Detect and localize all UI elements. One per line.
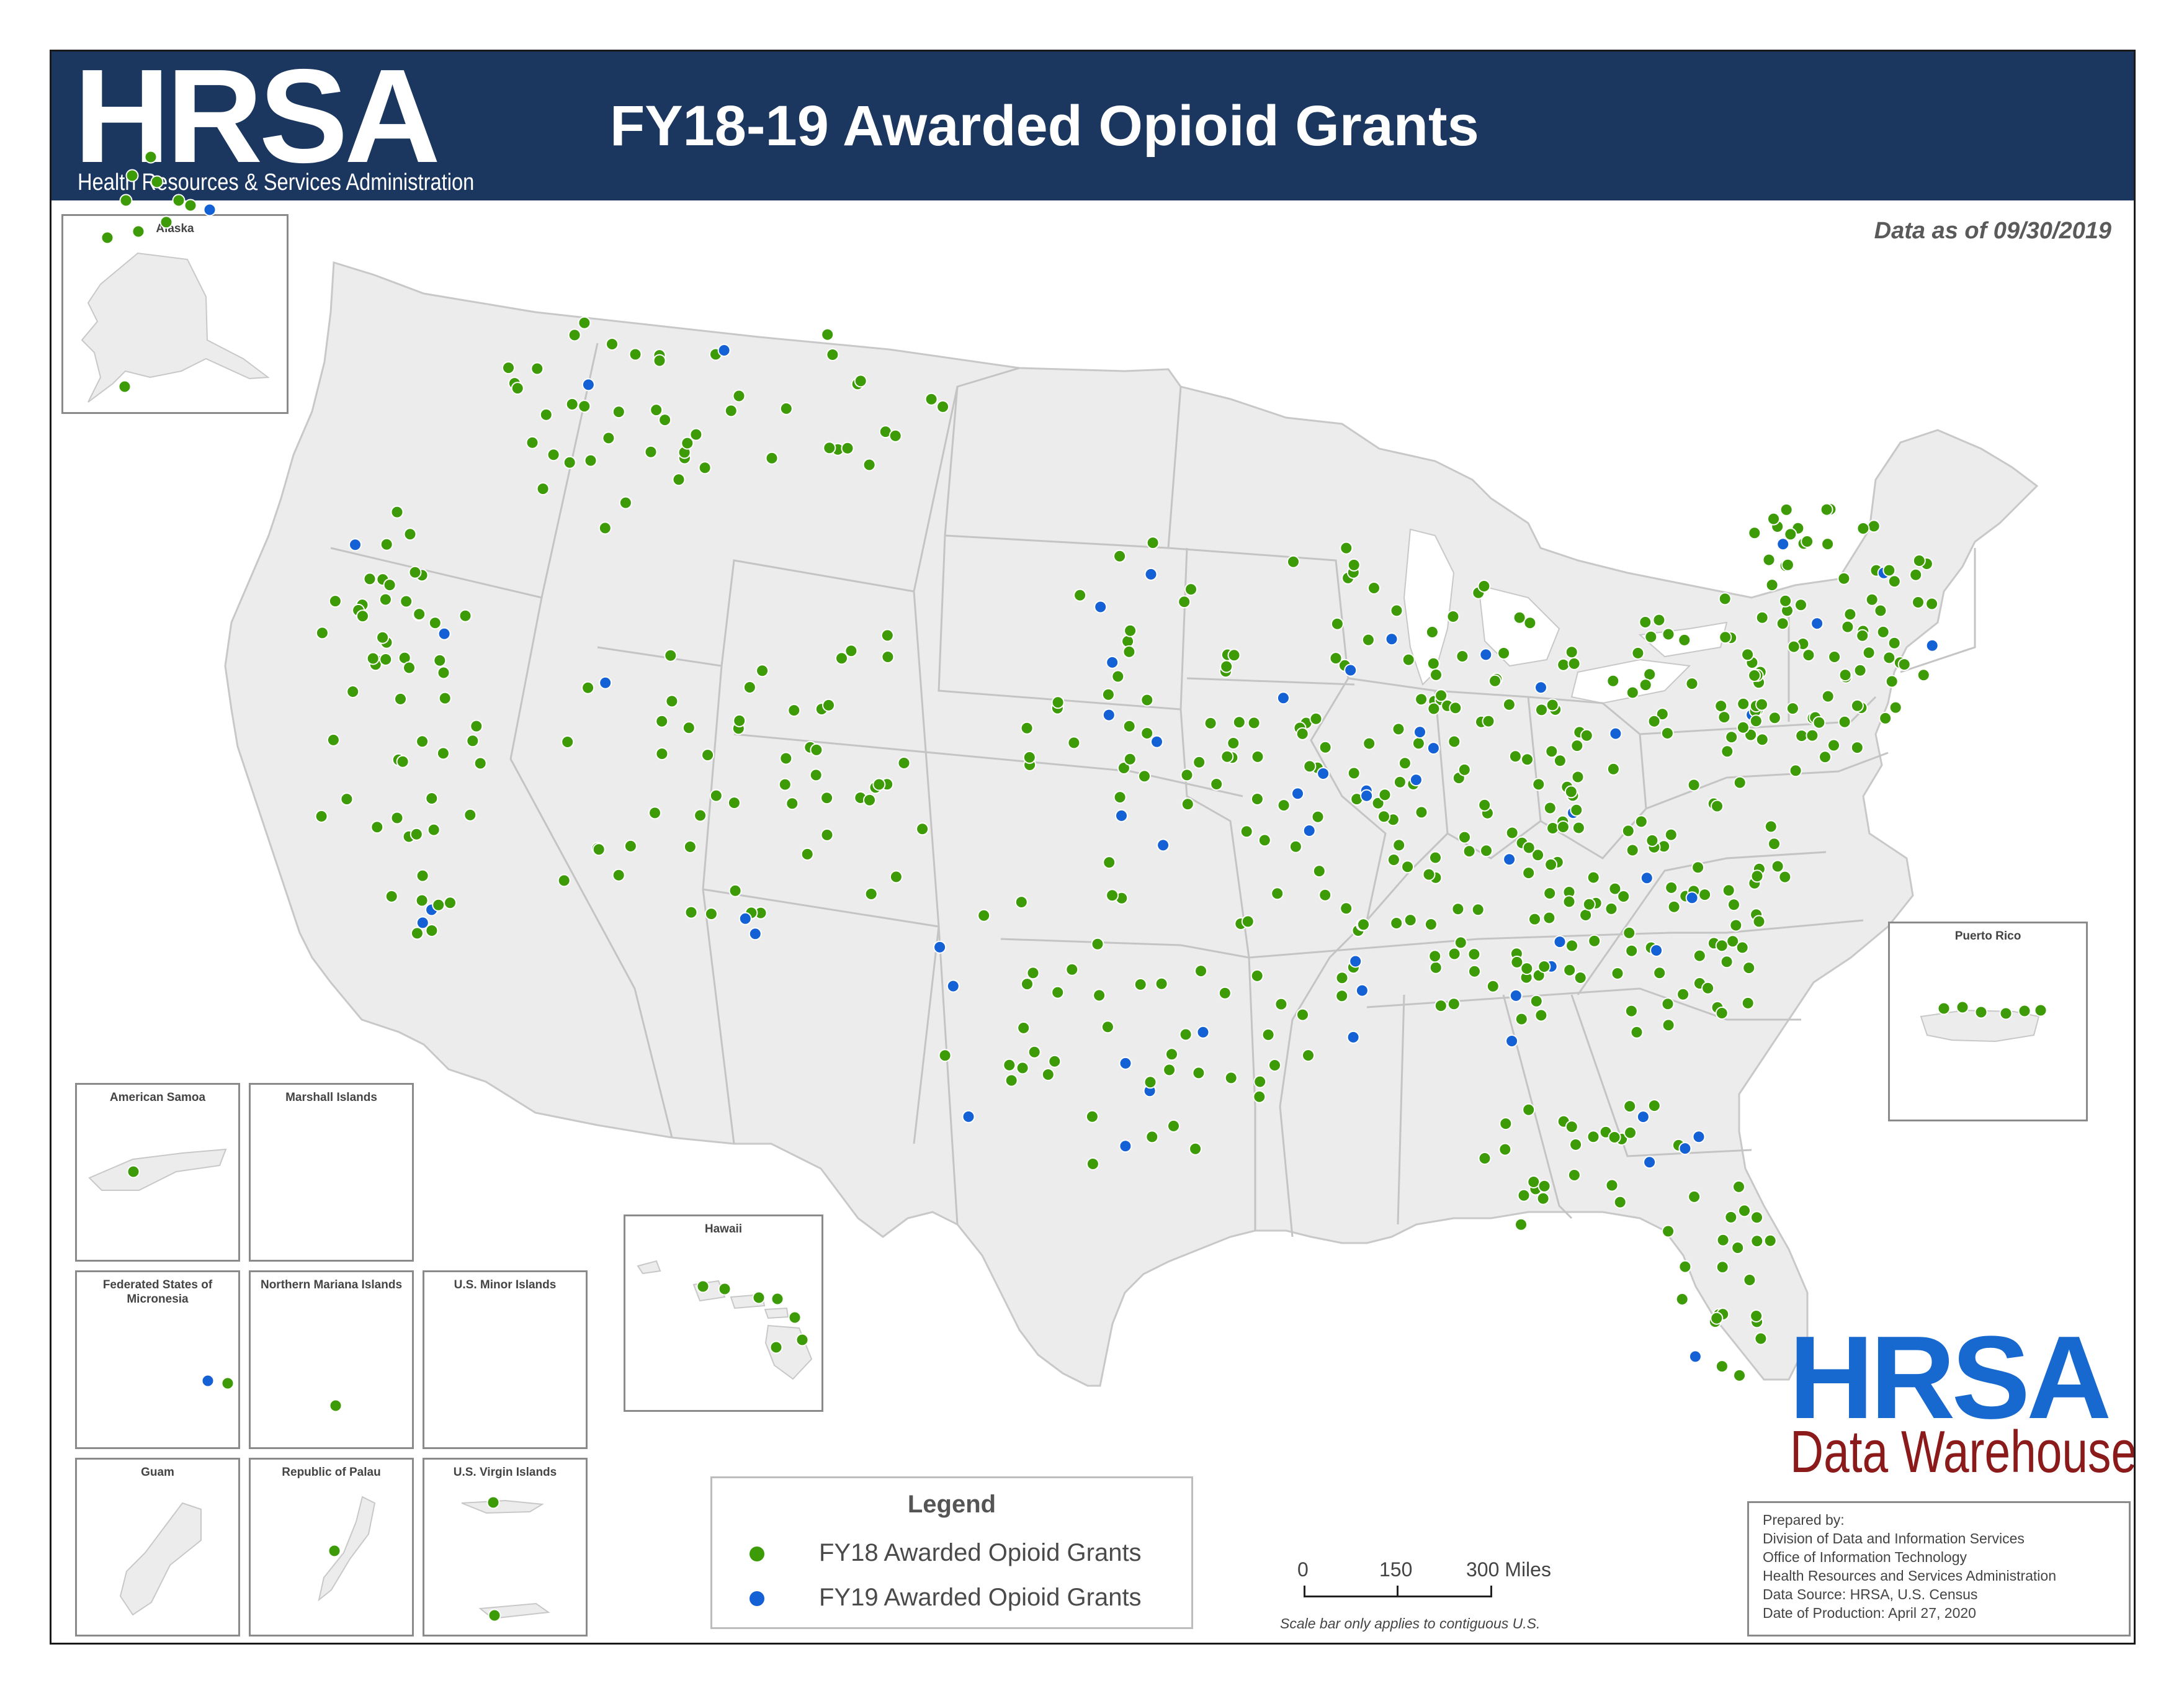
prepared-line-2: Division of Data and Information Service…	[1763, 1530, 2025, 1547]
inset-label-american-samoa: American Samoa	[109, 1091, 206, 1104]
inset-puerto-rico: Puerto Rico	[1888, 922, 2088, 1121]
contiguous-us-map	[224, 261, 2039, 1387]
legend-item-fy18: FY18 Awarded Opioid Grants	[750, 1538, 1184, 1569]
inset-label-hawaii: Hawaii	[704, 1223, 743, 1236]
prepared-line-5: Data Source: HRSA, U.S. Census	[1763, 1586, 1978, 1602]
legend: Legend FY18 Awarded Opioid Grants FY19 A…	[710, 1476, 1193, 1629]
dw-logo-subtitle: Data Warehouse	[1790, 1419, 2136, 1485]
inset-american-samoa: American Samoa	[75, 1083, 240, 1262]
prepared-line-6: Date of Production: April 27, 2020	[1763, 1605, 1976, 1621]
scale-mark-150	[1397, 1586, 1399, 1597]
scale-note: Scale bar only applies to contiguous U.S…	[1280, 1615, 1541, 1632]
page-title: FY18-19 Awarded Opioid Grants	[610, 94, 1479, 158]
scale-mark-300	[1490, 1586, 1492, 1597]
prepared-by-box: Prepared by: Division of Data and Inform…	[1747, 1501, 2131, 1636]
legend-swatch-fy19	[750, 1591, 764, 1606]
hrsa-logo-text: HRSA	[74, 50, 441, 191]
data-warehouse-logo: HRSA Data Warehouse	[1789, 1319, 2134, 1485]
virgin-islands-shape	[461, 1499, 550, 1620]
scale-bar: 0 150 300 Miles Scale bar only applies t…	[1280, 1547, 1603, 1634]
inset-label-micronesia: Federated States of Micronesia	[102, 1278, 213, 1306]
guam-shape	[119, 1502, 202, 1616]
inset-us-minor: U.S. Minor Islands	[423, 1270, 588, 1449]
inset-palau: Republic of Palau	[249, 1458, 414, 1636]
header-bar: HRSA Health Resources & Services Adminis…	[51, 52, 2134, 200]
inset-northern-mariana: Northern Mariana Islands	[249, 1270, 414, 1449]
scale-label-150: 150	[1379, 1558, 1413, 1581]
legend-swatch-fy18	[750, 1547, 764, 1561]
inset-label-virgin-islands: U.S. Virgin Islands	[453, 1466, 557, 1479]
palau-shape	[318, 1496, 376, 1602]
inset-guam: Guam	[75, 1458, 240, 1636]
hrsa-logo-subtitle: Health Resources & Services Administrati…	[78, 169, 475, 195]
inset-hawaii: Hawaii	[624, 1214, 823, 1412]
data-date: Data as of 09/30/2019	[1874, 218, 2111, 244]
scale-label-300: 300 Miles	[1466, 1558, 1551, 1581]
inset-micronesia: Federated States of Micronesia	[75, 1270, 240, 1449]
prepared-line-1: Prepared by:	[1763, 1512, 1845, 1528]
legend-label-fy18: FY18 Awarded Opioid Grants	[819, 1539, 1142, 1566]
scale-label-0: 0	[1297, 1558, 1309, 1581]
inset-label-guam: Guam	[141, 1466, 174, 1479]
us-land	[224, 261, 2039, 1387]
hrsa-logo: HRSA Health Resources & Services Adminis…	[74, 52, 521, 197]
dw-logo-hrsa: HRSA	[1789, 1312, 2111, 1443]
inset-alaska: Alaska	[61, 214, 289, 414]
legend-label-fy19: FY19 Awarded Opioid Grants	[819, 1584, 1142, 1611]
american-samoa-shape	[88, 1148, 227, 1191]
inset-virgin-islands: U.S. Virgin Islands	[423, 1458, 588, 1636]
hawaii-islands	[637, 1260, 813, 1380]
alaska-shape	[81, 252, 270, 403]
inset-label-puerto-rico: Puerto Rico	[1954, 930, 2021, 943]
state-boundaries	[330, 343, 1976, 1237]
inset-marshall-islands: Marshall Islands	[249, 1083, 414, 1262]
prepared-line-4: Health Resources and Services Administra…	[1763, 1568, 2057, 1584]
inset-label-us-minor: U.S. Minor Islands	[454, 1278, 557, 1291]
inset-label-marshall-islands: Marshall Islands	[285, 1091, 377, 1104]
inset-label-northern-mariana: Northern Mariana Islands	[260, 1278, 403, 1291]
prepared-line-3: Office of Information Technology	[1763, 1549, 1967, 1565]
map-frame: HRSA Health Resources & Services Adminis…	[50, 50, 2136, 1645]
puerto-rico-shape	[1920, 1009, 2040, 1043]
legend-item-fy19: FY19 Awarded Opioid Grants	[750, 1582, 1184, 1614]
inset-label-palau: Republic of Palau	[282, 1466, 381, 1479]
scale-mark-0	[1304, 1586, 1305, 1597]
legend-title: Legend	[907, 1491, 996, 1518]
